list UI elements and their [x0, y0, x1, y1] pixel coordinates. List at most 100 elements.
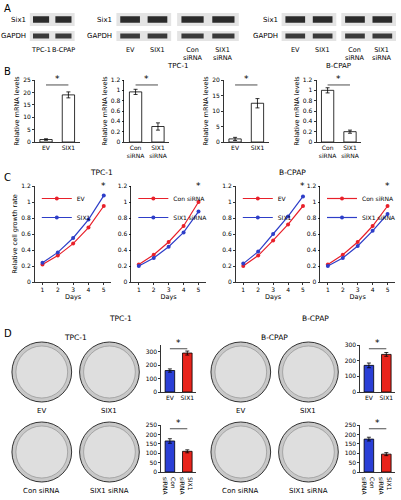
svg-text:SIX1 siRNA: SIX1 siRNA	[362, 214, 396, 221]
svg-text:ConsiRNA: ConsiRNA	[183, 46, 203, 62]
svg-text:EV: EV	[126, 46, 135, 54]
svg-text:1.2: 1.2	[118, 182, 128, 189]
svg-text:100: 100	[146, 449, 158, 456]
svg-text:Days: Days	[265, 293, 282, 301]
svg-text:Six1: Six1	[263, 16, 278, 24]
svg-text:TPC-1: TPC-1	[90, 168, 113, 177]
svg-text:0.4: 0.4	[307, 246, 317, 253]
svg-text:0.8: 0.8	[303, 97, 313, 104]
svg-text:ConsiRNA: ConsiRNA	[345, 46, 365, 62]
svg-text:*: *	[375, 418, 380, 428]
svg-text:SIX1siRNA: SIX1siRNA	[341, 144, 359, 159]
svg-text:SIX1 siRNA: SIX1 siRNA	[289, 487, 328, 495]
svg-text:Relative mRNA levels: Relative mRNA levels	[13, 76, 21, 146]
svg-text:200: 200	[146, 361, 158, 368]
svg-text:SIX1 siRNA: SIX1 siRNA	[173, 214, 207, 221]
svg-text:EV: EV	[236, 407, 245, 415]
svg-text:100: 100	[146, 375, 158, 382]
svg-text:Days: Days	[65, 293, 82, 301]
svg-text:Con siRNA: Con siRNA	[362, 195, 394, 202]
svg-text:Relative mRNA levels: Relative mRNA levels	[202, 76, 210, 146]
svg-text:*: *	[55, 74, 60, 84]
svg-text:0: 0	[216, 138, 220, 145]
svg-text:150: 150	[146, 440, 158, 447]
svg-text:0: 0	[352, 388, 356, 395]
svg-text:SIX1: SIX1	[278, 214, 292, 221]
svg-text:Con siRNA: Con siRNA	[222, 487, 259, 495]
svg-text:1.2: 1.2	[222, 182, 232, 189]
svg-text:200: 200	[146, 431, 158, 438]
svg-text:Con siRNA: Con siRNA	[23, 487, 60, 495]
svg-text:Relative mRNA levels: Relative mRNA levels	[101, 76, 109, 146]
svg-text:D: D	[4, 328, 12, 339]
svg-text:SIX1: SIX1	[315, 46, 330, 54]
svg-text:*: *	[385, 181, 390, 191]
svg-text:0.2: 0.2	[307, 262, 317, 269]
svg-text:0.4: 0.4	[111, 117, 121, 124]
svg-text:0.6: 0.6	[307, 230, 317, 237]
svg-text:B-CPAP: B-CPAP	[302, 314, 329, 323]
svg-text:Con siRNA: Con siRNA	[173, 195, 205, 202]
svg-text:20: 20	[23, 89, 31, 96]
svg-text:SIX1siRNA: SIX1siRNA	[378, 477, 393, 495]
svg-text:GAPDH: GAPDH	[253, 32, 278, 40]
svg-text:1: 1	[41, 286, 45, 293]
svg-text:200: 200	[345, 357, 357, 364]
svg-text:1.2: 1.2	[111, 76, 121, 83]
svg-text:SIX1: SIX1	[77, 214, 91, 221]
svg-text:*: *	[196, 181, 201, 191]
svg-text:TPC-1: TPC-1	[109, 314, 132, 323]
svg-text:2: 2	[56, 286, 60, 293]
svg-text:0: 0	[124, 278, 128, 285]
svg-text:0: 0	[309, 138, 313, 145]
svg-text:1: 1	[228, 198, 232, 205]
svg-text:0: 0	[153, 468, 157, 475]
svg-text:Relative mRNA levels: Relative mRNA levels	[293, 76, 301, 146]
svg-text:1.2: 1.2	[303, 76, 313, 83]
svg-text:SIX1: SIX1	[150, 46, 165, 54]
svg-text:0.2: 0.2	[222, 262, 232, 269]
svg-text:100: 100	[345, 372, 357, 379]
svg-text:*: *	[300, 181, 305, 191]
svg-text:0: 0	[228, 278, 232, 285]
svg-text:SIX1: SIX1	[101, 407, 117, 415]
svg-text:3: 3	[167, 286, 171, 293]
svg-text:SIX1siRNA: SIX1siRNA	[213, 46, 233, 62]
svg-text:SIX1siRNA: SIX1siRNA	[372, 46, 392, 62]
svg-text:250: 250	[345, 421, 357, 428]
svg-text:EV: EV	[37, 407, 46, 415]
svg-text:Six1: Six1	[11, 16, 26, 24]
svg-text:300: 300	[146, 348, 158, 355]
svg-text:1: 1	[313, 198, 317, 205]
svg-text:25: 25	[23, 76, 31, 83]
svg-text:ConsiRNA: ConsiRNA	[127, 144, 145, 159]
svg-text:0: 0	[153, 388, 157, 395]
svg-text:*: *	[176, 338, 181, 348]
svg-text:1: 1	[241, 286, 245, 293]
svg-text:B-CPAP: B-CPAP	[261, 333, 288, 342]
svg-text:C: C	[4, 172, 11, 183]
svg-text:B: B	[4, 66, 11, 77]
svg-text:0.4: 0.4	[222, 246, 232, 253]
svg-text:0.6: 0.6	[303, 107, 313, 114]
svg-text:TPC-1: TPC-1	[64, 333, 87, 342]
svg-text:5: 5	[301, 286, 305, 293]
svg-text:B-CPAP: B-CPAP	[279, 168, 306, 177]
svg-text:4: 4	[87, 286, 91, 293]
svg-text:1.2: 1.2	[307, 182, 317, 189]
svg-text:3: 3	[271, 286, 275, 293]
svg-text:50: 50	[150, 459, 158, 466]
svg-text:4: 4	[371, 286, 375, 293]
svg-text:2: 2	[341, 286, 345, 293]
svg-text:200: 200	[345, 431, 357, 438]
svg-text:*: *	[101, 181, 106, 191]
svg-text:4: 4	[182, 286, 186, 293]
svg-text:1: 1	[137, 286, 141, 293]
svg-text:3: 3	[356, 286, 360, 293]
svg-text:1: 1	[309, 86, 313, 93]
svg-text:1: 1	[27, 198, 31, 205]
svg-text:0.4: 0.4	[303, 117, 313, 124]
svg-text:TPC-1: TPC-1	[31, 46, 51, 54]
svg-text:SIX1: SIX1	[181, 394, 195, 401]
svg-text:SIX1: SIX1	[380, 394, 394, 401]
